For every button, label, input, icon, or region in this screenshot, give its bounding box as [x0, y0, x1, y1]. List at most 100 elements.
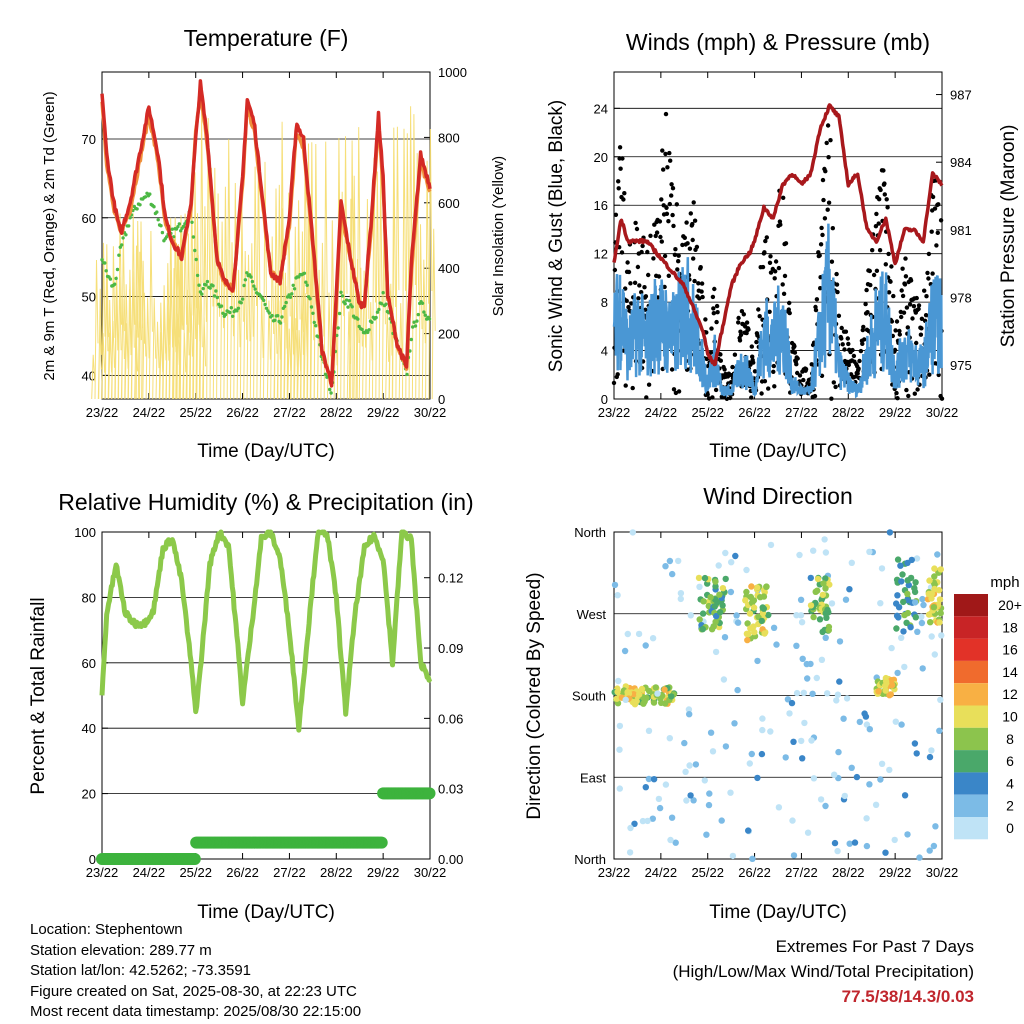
gust-point	[736, 315, 741, 321]
gust-point	[624, 298, 629, 303]
direction-point	[920, 601, 927, 609]
winds-ytick-label: 20	[594, 150, 608, 165]
direction-point	[708, 626, 716, 633]
gust-point	[868, 282, 873, 288]
winds-y2tick-label: 987	[950, 88, 972, 103]
direction-point	[625, 690, 633, 697]
direction-xlabel: Time (Day/UTC)	[709, 902, 847, 923]
gust-point	[850, 347, 855, 353]
gust-point	[691, 200, 696, 205]
direction-point	[666, 557, 674, 565]
legend-swatch	[954, 660, 988, 684]
gust-point	[863, 301, 868, 307]
gust-point	[787, 310, 792, 316]
gust-point	[833, 384, 838, 390]
direction-point	[820, 580, 827, 587]
direction-ylabel: Direction (Colored By Speed)	[524, 572, 545, 819]
temperature-panel: Temperature (F) Time (Day/UTC) 2m & 9m T…	[41, 25, 507, 462]
direction-point	[872, 801, 880, 808]
direction-xtick-label: 27/22	[785, 865, 818, 880]
gust-point	[767, 260, 773, 265]
gust-point	[812, 393, 818, 399]
direction-point	[934, 551, 941, 558]
gust-point	[635, 264, 641, 270]
gust-point	[712, 286, 717, 292]
gust-point	[839, 336, 844, 341]
dewpoint-point	[367, 328, 371, 332]
gust-point	[829, 259, 835, 264]
direction-point	[851, 839, 859, 846]
dewpoint-point	[156, 218, 160, 222]
direction-point	[875, 688, 882, 695]
direction-point	[822, 610, 829, 617]
gust-point	[792, 344, 797, 349]
gust-point	[900, 266, 905, 271]
direction-point	[919, 665, 926, 672]
direction-point	[817, 796, 825, 803]
direction-point	[754, 657, 761, 665]
direction-point	[898, 634, 905, 641]
direction-xtick-label: 26/22	[738, 865, 771, 880]
direction-point	[814, 587, 821, 594]
direction-point	[682, 768, 689, 775]
gust-point	[646, 272, 651, 278]
direction-point	[913, 555, 921, 562]
humidity-ytick-label: 80	[82, 590, 96, 605]
direction-point	[893, 600, 900, 607]
direction-point	[866, 548, 873, 555]
direction-point	[706, 790, 713, 797]
gust-point	[669, 182, 674, 187]
gust-point	[760, 264, 766, 270]
direction-point	[928, 590, 936, 597]
gust-point	[929, 229, 934, 234]
gust-point	[878, 187, 883, 193]
gust-point	[692, 278, 697, 284]
direction-point	[804, 675, 811, 682]
gust-point	[904, 305, 910, 310]
temperature-y2tick-label: 600	[438, 196, 460, 211]
direction-point	[750, 604, 758, 611]
direction-point	[627, 824, 634, 832]
gust-point	[908, 278, 914, 283]
gust-point	[768, 270, 774, 275]
direction-point	[814, 575, 822, 583]
dewpoint-point	[314, 324, 318, 328]
direction-point	[709, 748, 717, 755]
direction-point	[889, 681, 896, 689]
direction-point	[667, 836, 674, 844]
gust-point	[625, 260, 630, 265]
direction-point	[897, 562, 904, 569]
gust-point	[813, 307, 819, 313]
direction-point	[696, 583, 703, 590]
direction-point	[927, 619, 934, 626]
legend-label: 8	[1006, 731, 1014, 747]
direction-point	[877, 600, 884, 607]
humidity-y2tick-label: 0.00	[438, 852, 463, 867]
winds-xtick-label: 26/22	[738, 405, 771, 420]
direction-point	[758, 750, 766, 758]
gust-point	[711, 311, 716, 316]
dewpoint-point	[250, 279, 255, 284]
gust-point	[754, 339, 759, 345]
gust-point	[676, 389, 682, 394]
legend-label: 0	[1006, 820, 1014, 836]
direction-point	[790, 852, 798, 859]
humidity-xtick-label: 27/22	[273, 865, 306, 880]
winds-xlabel: Time (Day/UTC)	[709, 441, 847, 462]
gust-point	[795, 356, 800, 361]
direction-ytick-label: South	[572, 689, 606, 704]
gust-point	[778, 222, 783, 227]
direction-point	[841, 792, 848, 800]
dewpoint-point	[104, 269, 108, 273]
dewpoint-point	[375, 310, 380, 314]
direction-point	[767, 541, 775, 549]
direction-point	[745, 827, 752, 834]
gust-point	[771, 363, 776, 369]
legend-label: 2	[1006, 798, 1014, 814]
direction-point	[692, 761, 700, 768]
direction-ytick-label: West	[577, 607, 607, 622]
dewpoint-point	[204, 283, 208, 287]
gust-point	[835, 289, 840, 295]
gust-point	[685, 241, 690, 246]
direction-point	[911, 588, 919, 596]
